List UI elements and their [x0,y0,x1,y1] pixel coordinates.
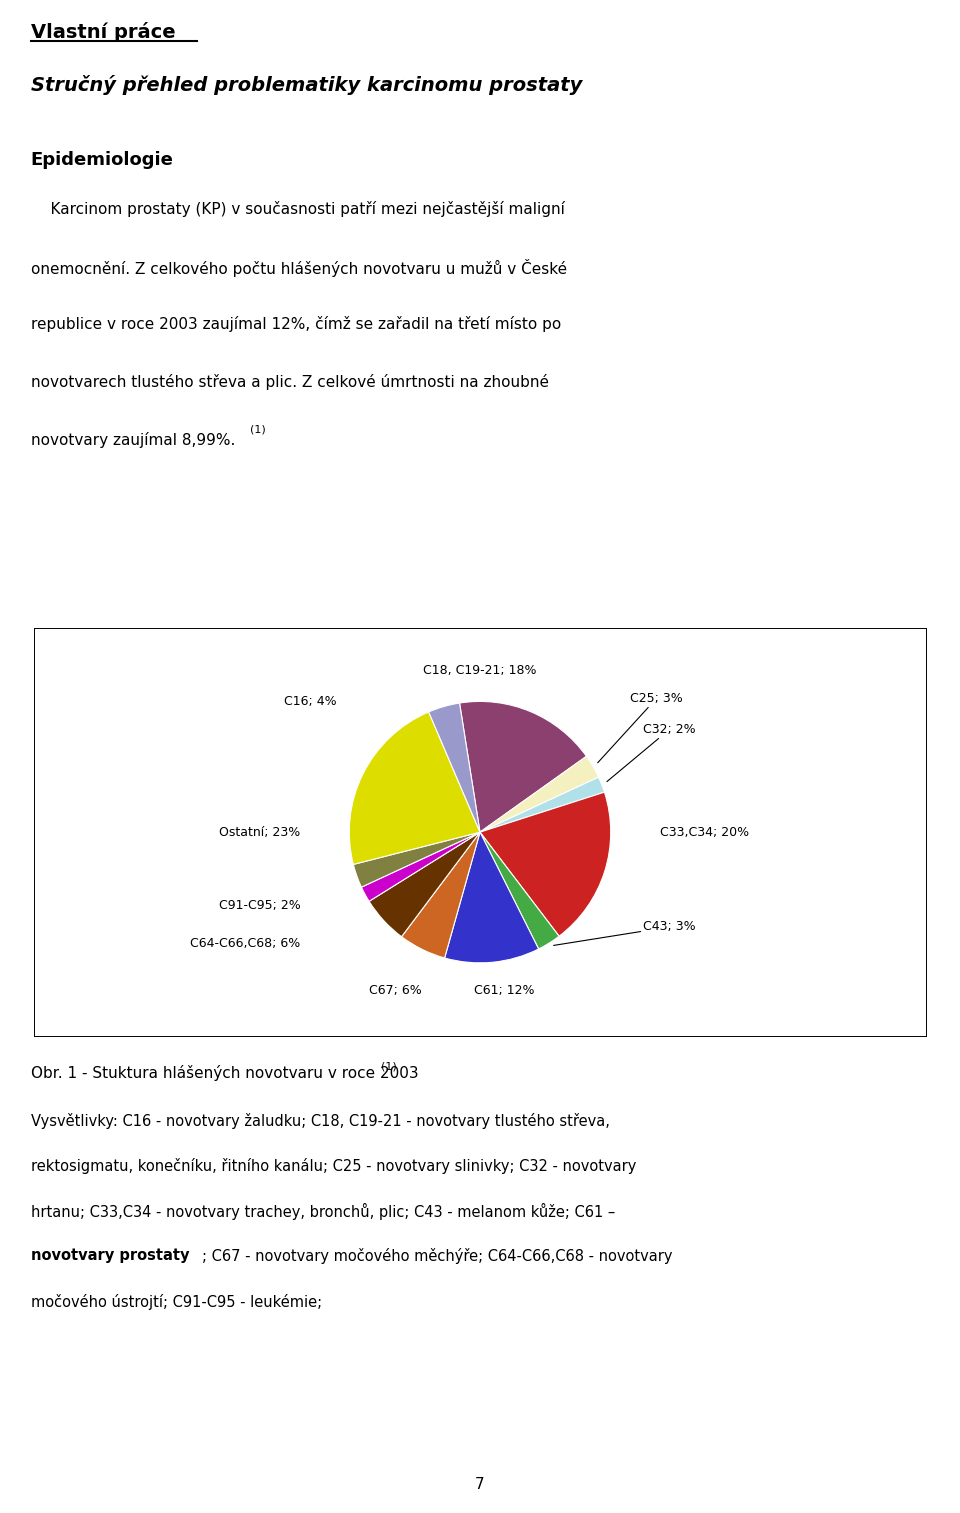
Text: C32; 2%: C32; 2% [607,723,696,782]
Text: Vysvětlivky: C16 - novotvary žaludku; C18, C19-21 - novotvary tlustého střeva,: Vysvětlivky: C16 - novotvary žaludku; C1… [31,1112,610,1129]
Text: 7: 7 [475,1477,485,1492]
Text: C61; 12%: C61; 12% [474,983,535,997]
Text: C91-C95; 2%: C91-C95; 2% [219,899,300,912]
Text: Epidemiologie: Epidemiologie [31,151,174,168]
Text: hrtanu; C33,C34 - novotvary trachey, bronchů, plic; C43 - melanom kůže; C61 –: hrtanu; C33,C34 - novotvary trachey, bro… [31,1203,615,1219]
Wedge shape [480,832,559,949]
Text: rektosigmatu, konečníku, řitního kanálu; C25 - novotvary slinivky; C32 - novotva: rektosigmatu, konečníku, řitního kanálu;… [31,1157,636,1174]
Text: C43; 3%: C43; 3% [554,920,696,946]
Text: Karcinom prostaty (KP) v současnosti patří mezi nejčastější maligní: Karcinom prostaty (KP) v současnosti pat… [31,201,564,216]
Text: Ostatní; 23%: Ostatní; 23% [219,826,300,838]
Wedge shape [480,756,599,832]
Text: novotvary prostaty: novotvary prostaty [31,1248,189,1263]
Text: Obr. 1 - Stuktura hlášených novotvaru v roce 2003: Obr. 1 - Stuktura hlášených novotvaru v … [31,1065,419,1080]
Wedge shape [369,832,480,937]
Wedge shape [444,832,539,962]
Text: (1): (1) [381,1061,396,1071]
Text: C64-C66,C68; 6%: C64-C66,C68; 6% [190,937,300,950]
Text: močového ústrojtí; C91-C95 - leukémie;: močového ústrojtí; C91-C95 - leukémie; [31,1294,322,1310]
Text: onemocnění. Z celkového počtu hlášených novotvaru u mužů v České: onemocnění. Z celkového počtu hlášených … [31,259,566,277]
Text: C67; 6%: C67; 6% [369,983,421,997]
Wedge shape [361,832,480,902]
Wedge shape [353,832,480,887]
Text: novotvarech tlustého střeva a plic. Z celkové úmrtnosti na zhoubné: novotvarech tlustého střeva a plic. Z ce… [31,374,549,390]
Text: C33,C34; 20%: C33,C34; 20% [660,826,749,838]
Text: republice v roce 2003 zaujímal 12%, čímž se zařadil na třetí místo po: republice v roce 2003 zaujímal 12%, čímž… [31,316,561,333]
Text: novotvary zaujímal 8,99%.: novotvary zaujímal 8,99%. [31,433,235,448]
Text: C16; 4%: C16; 4% [283,694,336,708]
Wedge shape [460,702,587,832]
Wedge shape [480,778,605,832]
Text: C18, C19-21; 18%: C18, C19-21; 18% [423,664,537,676]
Text: (1): (1) [250,425,265,434]
Text: Vlastní práce: Vlastní práce [31,23,176,42]
Wedge shape [349,713,480,864]
Wedge shape [480,793,611,937]
Text: ; C67 - novotvary močového měchýře; C64-C66,C68 - novotvary: ; C67 - novotvary močového měchýře; C64-… [202,1248,672,1265]
Text: Stručný přehled problematiky karcinomu prostaty: Stručný přehled problematiky karcinomu p… [31,76,582,95]
Wedge shape [429,704,480,832]
Text: C25; 3%: C25; 3% [598,691,684,763]
Wedge shape [401,832,480,958]
